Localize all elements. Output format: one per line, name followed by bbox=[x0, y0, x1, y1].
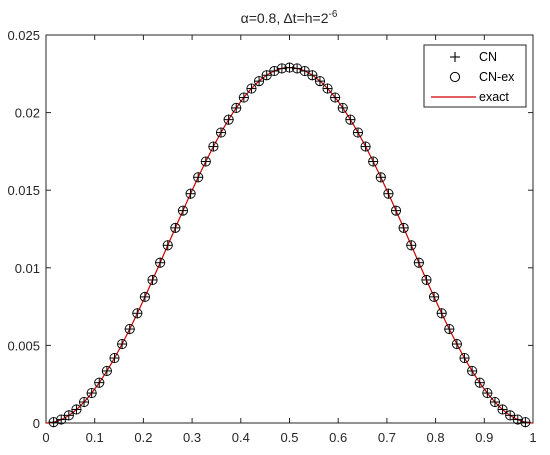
legend-item-cn: CN bbox=[450, 50, 497, 64]
series-cn-point bbox=[360, 141, 371, 152]
legend: CN CN-ex exact bbox=[423, 44, 527, 108]
x-tick-label: 0.4 bbox=[232, 430, 250, 445]
series-cn-point bbox=[299, 66, 310, 77]
series-cn-point bbox=[185, 188, 196, 199]
x-tick-label: 0 bbox=[42, 430, 49, 445]
legend-circle-marker bbox=[449, 71, 461, 83]
legend-item-exact: exact bbox=[431, 90, 509, 104]
series-cn-point bbox=[520, 417, 531, 428]
series-cn-point bbox=[330, 92, 341, 103]
series-cn-point bbox=[505, 410, 516, 421]
x-tick-label: 1 bbox=[529, 430, 536, 445]
series-cn-point bbox=[429, 291, 440, 302]
series-cn-point bbox=[86, 388, 97, 399]
x-tick-label: 0.8 bbox=[427, 430, 445, 445]
x-tick-label: 0.5 bbox=[280, 430, 298, 445]
series-cn-point bbox=[109, 353, 120, 364]
series-cn-point bbox=[170, 222, 181, 233]
series-cn-point bbox=[391, 205, 402, 216]
series-cn-point bbox=[71, 404, 82, 415]
chart-title: α=0.8, Δt=h=2-6 bbox=[241, 9, 338, 26]
series-cn-point bbox=[56, 414, 67, 425]
series-cn-point bbox=[79, 397, 90, 408]
series-cn-point bbox=[117, 339, 128, 350]
series-cn-point bbox=[459, 353, 470, 364]
series-cn-point bbox=[124, 324, 135, 335]
series-cn-point bbox=[398, 222, 409, 233]
series-cn-point bbox=[314, 76, 325, 87]
x-axis: 0 0.1 0.2 0.3 0.4 0.5 0.6 0.7 0.8 0.9 1 bbox=[42, 35, 537, 445]
chart-title-main: α=0.8, Δt=h=2 bbox=[241, 10, 329, 26]
series-cn-point bbox=[383, 188, 394, 199]
series-cn-point bbox=[101, 365, 112, 376]
series-cn-point bbox=[474, 377, 485, 388]
x-tick-label: 0.9 bbox=[475, 430, 493, 445]
series-cn-point bbox=[193, 172, 204, 183]
y-tick-label: 0.01 bbox=[15, 261, 40, 276]
series-cn-point bbox=[337, 102, 348, 113]
y-tick-label: 0.025 bbox=[7, 28, 40, 43]
series-cn-point bbox=[345, 114, 356, 125]
series-cn-point bbox=[421, 274, 432, 285]
series-cn-point bbox=[177, 205, 188, 216]
series-cn-point bbox=[155, 257, 166, 268]
series-cn-point bbox=[238, 92, 249, 103]
x-tick-label: 0.2 bbox=[134, 430, 152, 445]
series-cn-point bbox=[368, 156, 379, 167]
legend-label-cn-ex: CN-ex bbox=[479, 70, 515, 84]
legend-label-cn: CN bbox=[479, 50, 497, 64]
y-tick-label: 0.015 bbox=[7, 183, 40, 198]
series-cn-point bbox=[413, 257, 424, 268]
series-cn-point bbox=[162, 240, 173, 251]
chart-title-exponent: -6 bbox=[329, 9, 338, 20]
series-cn-point bbox=[231, 102, 242, 113]
series-cn-point bbox=[467, 365, 478, 376]
y-tick-label: 0.02 bbox=[15, 106, 40, 121]
series-cn-point bbox=[307, 70, 318, 81]
x-tick-label: 0.3 bbox=[183, 430, 201, 445]
series-cn-point bbox=[444, 324, 455, 335]
series-cn-point bbox=[482, 388, 493, 399]
x-tick-label: 0.1 bbox=[86, 430, 104, 445]
series-cn-point bbox=[63, 410, 74, 421]
x-tick-label: 0.6 bbox=[329, 430, 347, 445]
series-cn-point bbox=[322, 83, 333, 94]
series-cn-point bbox=[216, 127, 227, 138]
series-cn-point bbox=[497, 404, 508, 415]
legend-label-exact: exact bbox=[479, 90, 509, 104]
series-cn-point bbox=[139, 291, 150, 302]
series-cn-point bbox=[147, 274, 158, 285]
series-cn-point bbox=[200, 156, 211, 167]
y-tick-label: 0.005 bbox=[7, 338, 40, 353]
x-tick-label: 0.7 bbox=[378, 430, 396, 445]
series-cn-point bbox=[94, 377, 105, 388]
series-cn-point bbox=[246, 83, 257, 94]
series-cn-point bbox=[223, 114, 234, 125]
series-cn-point bbox=[375, 172, 386, 183]
series-cn-point bbox=[254, 76, 265, 87]
y-axis: 0 0.005 0.01 0.015 0.02 0.025 bbox=[7, 28, 533, 431]
legend-plus-marker bbox=[450, 52, 460, 62]
series-cn-point bbox=[436, 308, 447, 319]
series-layer bbox=[45, 62, 534, 428]
series-cn-point bbox=[208, 141, 219, 152]
series-cn-point bbox=[132, 308, 143, 319]
series-cn-point bbox=[451, 339, 462, 350]
series-cn-point bbox=[352, 127, 363, 138]
series-cn-point bbox=[406, 240, 417, 251]
series-cn-point bbox=[489, 397, 500, 408]
series-cn-point bbox=[261, 70, 272, 81]
legend-item-cn-ex: CN-ex bbox=[449, 70, 515, 84]
y-tick-label: 0 bbox=[33, 416, 40, 431]
